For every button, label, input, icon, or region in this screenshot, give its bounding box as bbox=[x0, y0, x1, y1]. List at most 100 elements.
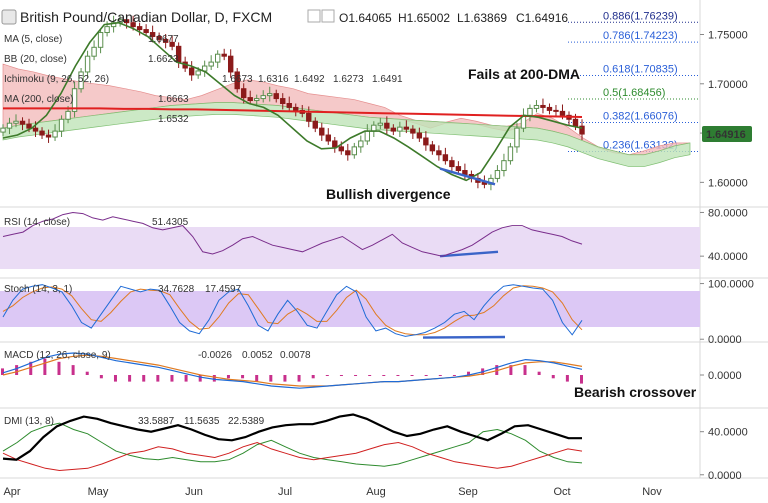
ma5-value: 1.6677 bbox=[148, 34, 179, 45]
candle-body bbox=[436, 150, 442, 156]
candle-body bbox=[397, 126, 403, 132]
candle-body bbox=[39, 130, 45, 136]
candle-body bbox=[455, 166, 462, 172]
ichimoku-value-1: 1.6673 bbox=[222, 74, 253, 85]
adx-value: 33.5887 bbox=[138, 416, 175, 427]
ichimoku-value-3: 1.6492 bbox=[294, 74, 325, 85]
candle-body bbox=[247, 97, 253, 102]
ma200-line bbox=[3, 107, 583, 118]
candle-body bbox=[169, 41, 175, 47]
candle-body bbox=[325, 134, 331, 142]
macd-histogram-bar bbox=[156, 375, 160, 382]
minus-di-line bbox=[2, 441, 583, 472]
macd-histogram-bar bbox=[438, 375, 442, 376]
candle-body bbox=[130, 22, 136, 28]
cloud-bull-area bbox=[2, 102, 691, 167]
stoch-d-line bbox=[2, 285, 583, 336]
macd-signal-line bbox=[2, 354, 583, 387]
macd-hist-value: -0.0026 bbox=[198, 350, 232, 361]
settings-icon[interactable] bbox=[321, 9, 335, 23]
macd-histogram-bar bbox=[85, 371, 89, 375]
fibonacci-lines: 0.886(1.76239) 0.786(1.74223) 0.618(1.7083… bbox=[568, 10, 700, 152]
candle-body bbox=[377, 122, 384, 126]
candle-body bbox=[208, 61, 214, 67]
open-value: O1.64065 bbox=[339, 11, 392, 25]
stoch-label[interactable]: Stoch (14, 3, 1) bbox=[4, 284, 72, 295]
time-axis-tick-label: Jun bbox=[185, 486, 203, 498]
macd-histogram-bar bbox=[15, 365, 19, 375]
eye-icon[interactable] bbox=[307, 9, 321, 23]
dmi-axis-tick-label: 0.0000 bbox=[708, 470, 742, 482]
candle-body bbox=[527, 107, 533, 116]
bb-value: 1.6623 bbox=[148, 54, 179, 65]
candle-body bbox=[273, 93, 279, 100]
fib-label: 0.618(1.70835) bbox=[603, 64, 678, 76]
candle-body bbox=[214, 53, 221, 63]
ichimoku-value-5: 1.6491 bbox=[372, 74, 403, 85]
candle-body bbox=[429, 144, 436, 152]
bb-label[interactable]: BB (20, close) bbox=[4, 54, 67, 65]
macd-histogram-bar bbox=[297, 375, 301, 382]
macd-histogram-bar bbox=[99, 375, 103, 379]
candle-body bbox=[227, 55, 234, 73]
ma200-value: 1.6663 bbox=[158, 94, 189, 105]
dmi-label[interactable]: DMI (13, 8) bbox=[4, 416, 54, 427]
candle-body bbox=[338, 146, 344, 152]
macd-histogram-bar bbox=[43, 358, 47, 375]
stoch-k-value: 34.7628 bbox=[158, 284, 195, 295]
candle-body bbox=[533, 104, 540, 109]
macd-histogram-bar bbox=[255, 375, 259, 382]
candle-body bbox=[364, 130, 371, 142]
macd-histogram-bar bbox=[467, 371, 471, 375]
candle-body bbox=[260, 95, 266, 100]
ma200-label[interactable]: MA (200, close) bbox=[4, 94, 73, 105]
candle-body bbox=[0, 127, 6, 133]
candle-body bbox=[351, 146, 358, 156]
annotation-bullish-divergence: Bullish divergence bbox=[326, 186, 451, 202]
candle-body bbox=[462, 170, 468, 175]
ma5-label[interactable]: MA (5, close) bbox=[4, 34, 62, 45]
macd-histogram-bar bbox=[212, 375, 216, 382]
stoch-k-line bbox=[2, 284, 583, 337]
macd-histogram-bar bbox=[29, 361, 33, 375]
candle-body bbox=[280, 98, 286, 104]
macd-histogram-bar bbox=[537, 371, 541, 375]
annotation-fails-200dma: Fails at 200-DMA bbox=[468, 66, 580, 82]
macd-histogram-bar bbox=[269, 375, 273, 382]
candle-body bbox=[501, 160, 507, 172]
collapse-icon[interactable] bbox=[1, 9, 17, 25]
candle-body bbox=[403, 126, 410, 130]
candle-body bbox=[97, 32, 104, 48]
macd-histogram-bar bbox=[523, 365, 527, 375]
macd-histogram-bar bbox=[241, 375, 245, 379]
candle-body bbox=[494, 170, 501, 179]
bb-lower-value: 1.6532 bbox=[158, 114, 189, 125]
macd-axis-tick-label: 0.0000 bbox=[708, 370, 742, 382]
macd-value: 0.0052 bbox=[242, 350, 273, 361]
macd-histogram-bar bbox=[184, 375, 188, 382]
macd-line bbox=[2, 352, 583, 389]
macd-histogram-bar bbox=[354, 375, 358, 376]
price-axis-tick-label: 1.70000 bbox=[708, 79, 748, 91]
rsi-label[interactable]: RSI (14, close) bbox=[4, 217, 70, 228]
candle-body bbox=[84, 55, 91, 73]
stoch-band bbox=[0, 291, 700, 327]
ichimoku-label[interactable]: Ichimoku (9, 26, 52, 26) bbox=[4, 74, 109, 85]
macd-histogram-bar bbox=[113, 375, 117, 382]
close-value: C1.64916 bbox=[516, 11, 568, 25]
candle-body bbox=[540, 104, 546, 108]
candle-body bbox=[332, 140, 338, 148]
candle-body bbox=[319, 127, 325, 136]
stoch-d-value: 17.4597 bbox=[205, 284, 242, 295]
time-axis-tick-label: Oct bbox=[553, 486, 570, 498]
candle-body bbox=[312, 120, 318, 129]
candle-body bbox=[559, 110, 566, 116]
macd-label[interactable]: MACD (12, 26, close, 9) bbox=[4, 350, 111, 361]
candle-body bbox=[91, 46, 97, 57]
candle-body bbox=[221, 53, 227, 57]
macd-histogram-bar bbox=[396, 375, 400, 376]
minus-di-value: 22.5389 bbox=[228, 416, 265, 427]
candle-body bbox=[371, 124, 377, 132]
candle-body bbox=[71, 88, 78, 112]
